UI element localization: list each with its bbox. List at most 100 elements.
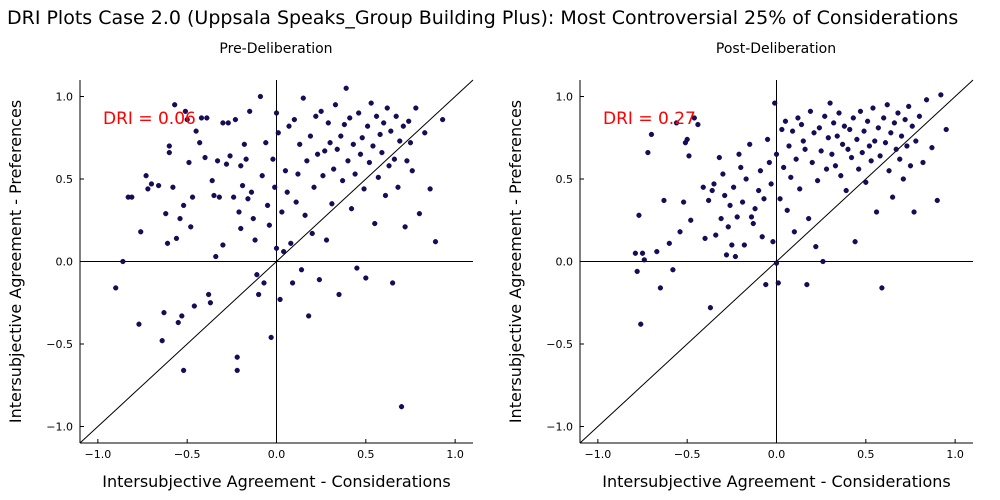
scatter-point [288,240,294,246]
scatter-point [836,110,842,116]
scatter-point [852,239,858,245]
scatter-point [636,212,642,218]
scatter-point [673,120,680,126]
scatter-point [323,237,330,243]
scatter-point [113,285,119,291]
scatter-point [711,181,717,187]
scatter-point [811,130,817,136]
scatter-point [645,150,651,156]
scatter-point [934,197,940,204]
scatter-point [209,178,215,184]
scatter-point [734,214,740,220]
scatter-point [238,225,244,232]
scatter-point [304,158,310,164]
scatter-point [398,404,405,410]
panel-title: Post-Deliberation [716,41,836,57]
scatter-point [806,216,812,222]
scatter-point [138,229,144,235]
scatter-point [247,108,253,114]
scatter-point [261,280,267,286]
scatter-point [881,115,887,121]
scatter-point [213,253,219,260]
scatter-point [234,367,240,374]
scatter-point [895,110,901,116]
scatter-point [391,156,398,162]
scatter-point [723,252,730,258]
scatter-point [775,280,781,286]
scatter-point [309,230,315,237]
x-tick-label: 0.5 [357,448,375,461]
scatter-point [702,235,708,242]
scatter-point [638,321,644,327]
scatter-point [764,136,771,143]
scatter-point [784,207,790,213]
scatter-point [270,156,276,162]
scatter-point [291,116,297,123]
scatter-point [136,321,142,327]
scatter-point [289,280,296,286]
scatter-point [854,136,860,143]
y-tick-label: 0.0 [56,256,74,269]
scatter-point [170,184,176,190]
scatter-point [379,150,385,156]
scatter-point [691,115,697,121]
scatter-point [386,163,392,169]
scatter-point [307,133,314,139]
y-tick-label: 0.5 [56,173,74,186]
scatter-point [354,265,360,271]
scatter-point [756,187,762,194]
scatter-point [866,143,872,149]
scatter-point [347,115,353,121]
scatter-point [225,120,231,126]
scatter-point [161,310,167,316]
scatter-point [186,159,192,166]
y-tick-label: 1.0 [556,91,574,104]
scatter-point [791,229,797,235]
scatter-point [259,173,265,179]
scatter-point [820,258,826,265]
scatter-point [634,268,640,275]
scatter-point [191,303,197,309]
scatter-point [943,126,949,133]
scatter-point [322,148,328,154]
scatter-point [722,192,728,199]
scatter-point [373,113,380,119]
scatter-point [220,120,226,126]
scatter-point [916,113,923,119]
x-tick-label: 0.0 [268,448,286,461]
scatter-point [738,164,744,171]
scatter-point [314,151,321,157]
y-axis-label: Intersubjective Agreement - Preferences [506,100,525,423]
scatter-point [173,235,180,242]
figure-title: DRI Plots Case 2.0 (Uppsala Speaks_Group… [7,7,958,29]
scatter-point [763,282,769,288]
scatter-point [129,194,135,200]
x-tick-label: 0.0 [768,448,786,461]
scatter-point [329,201,335,207]
scatter-point [788,174,794,180]
scatter-point [234,354,240,360]
x-tick-label: 0.5 [857,448,875,461]
scatter-point [350,141,356,147]
scatter-point [284,189,290,195]
x-tick-label: −1.0 [585,448,612,461]
scatter-point [163,211,169,217]
scatter-point [670,267,676,273]
scatter-point [365,123,371,129]
x-tick-label: −0.5 [674,448,701,461]
scatter-point [709,187,715,194]
scatter-point [752,206,758,212]
scatter-point [739,199,746,205]
scatter-point [898,133,905,139]
y-tick-label: 0.5 [556,173,574,186]
dri-annotation: DRI = 0.06 [103,109,196,129]
scatter-point [273,110,280,116]
scatter-point [827,100,833,106]
scatter-point [295,171,301,177]
scatter-point [250,216,256,222]
scatter-point [193,128,199,134]
scatter-point [325,120,331,126]
scatter-point [331,166,337,172]
scatter-point [757,168,764,174]
scatter-point [286,123,292,129]
